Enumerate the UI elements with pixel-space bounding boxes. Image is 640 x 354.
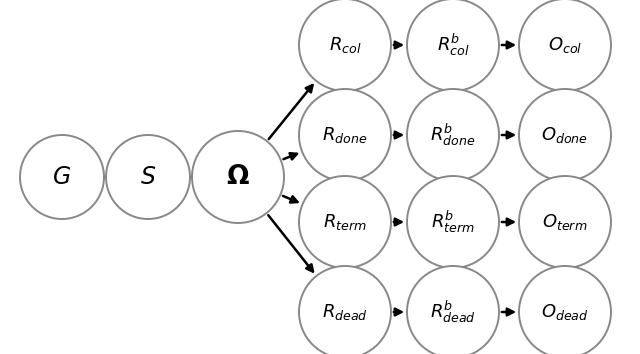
- Text: $R_{col}$: $R_{col}$: [329, 35, 362, 55]
- Text: $G$: $G$: [52, 165, 72, 189]
- Text: $R_{dead}$: $R_{dead}$: [322, 302, 368, 322]
- Text: $R^b_{done}$: $R^b_{done}$: [430, 122, 476, 148]
- Text: $O_{dead}$: $O_{dead}$: [541, 302, 589, 322]
- Circle shape: [106, 135, 190, 219]
- Circle shape: [299, 176, 391, 268]
- Text: $R_{term}$: $R_{term}$: [323, 212, 367, 232]
- Circle shape: [407, 0, 499, 91]
- Circle shape: [299, 0, 391, 91]
- Text: $\boldsymbol{\Omega}$: $\boldsymbol{\Omega}$: [226, 164, 250, 190]
- Circle shape: [20, 135, 104, 219]
- Circle shape: [299, 89, 391, 181]
- Circle shape: [519, 176, 611, 268]
- Circle shape: [519, 0, 611, 91]
- Text: $O_{col}$: $O_{col}$: [548, 35, 582, 55]
- Circle shape: [407, 89, 499, 181]
- Circle shape: [299, 266, 391, 354]
- Text: $S$: $S$: [140, 165, 156, 189]
- Circle shape: [519, 89, 611, 181]
- Text: $O_{term}$: $O_{term}$: [542, 212, 588, 232]
- Text: $R^b_{dead}$: $R^b_{dead}$: [430, 299, 476, 325]
- Circle shape: [519, 266, 611, 354]
- Text: $O_{done}$: $O_{done}$: [541, 125, 589, 145]
- Circle shape: [407, 176, 499, 268]
- Circle shape: [407, 266, 499, 354]
- Text: $R_{done}$: $R_{done}$: [323, 125, 368, 145]
- Text: $R^b_{col}$: $R^b_{col}$: [436, 32, 469, 58]
- Circle shape: [192, 131, 284, 223]
- Text: $R^b_{term}$: $R^b_{term}$: [431, 209, 475, 235]
